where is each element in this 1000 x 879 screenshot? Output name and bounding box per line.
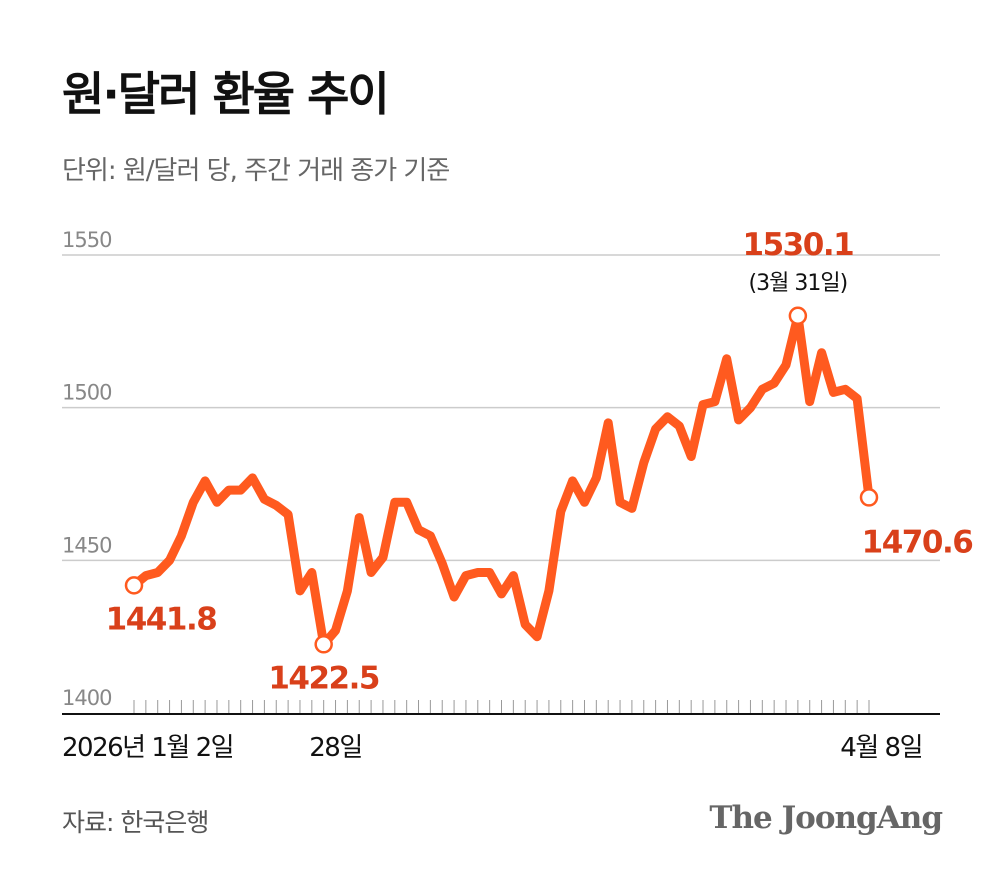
data-label: 1422.5 <box>268 660 379 696</box>
data-point-marker <box>314 635 333 654</box>
chart-title: 원·달러 환율 추이 <box>62 67 390 121</box>
data-label: 1530.1 <box>743 227 854 263</box>
source-note: 자료: 한국은행 <box>62 808 209 837</box>
grid-layer: 1400 1450 1500 1550 <box>62 228 940 710</box>
data-label-date: (3월 31일) <box>749 271 848 296</box>
marker-layer <box>124 306 879 654</box>
axis-layer: 2026년 1월 2일 28일 4월 8일 <box>62 700 940 763</box>
x-tick-label: 2026년 1월 2일 <box>62 733 233 763</box>
data-point-marker <box>124 576 144 595</box>
data-point-marker <box>788 306 808 326</box>
y-tick-label: 1400 <box>62 686 111 710</box>
data-label: 1470.6 <box>862 524 973 560</box>
y-tick-label: 1450 <box>62 533 111 557</box>
label-layer: 1441.8 1422.5 1530.1 (3월 31일) 1470.6 <box>106 227 974 697</box>
series-line <box>129 311 874 649</box>
x-tick-label: 28일 <box>309 733 362 763</box>
y-tick-label: 1550 <box>62 228 111 252</box>
publisher-logo: The JoongAng <box>709 800 943 836</box>
x-tick-label: 4월 8일 <box>840 733 922 763</box>
data-label: 1441.8 <box>106 601 217 637</box>
y-tick-label: 1500 <box>62 381 111 405</box>
chart-subtitle: 단위: 원/달러 당, 주간 거래 종가 기준 <box>62 156 450 186</box>
line-layer <box>129 311 874 649</box>
data-point-marker <box>859 488 879 507</box>
